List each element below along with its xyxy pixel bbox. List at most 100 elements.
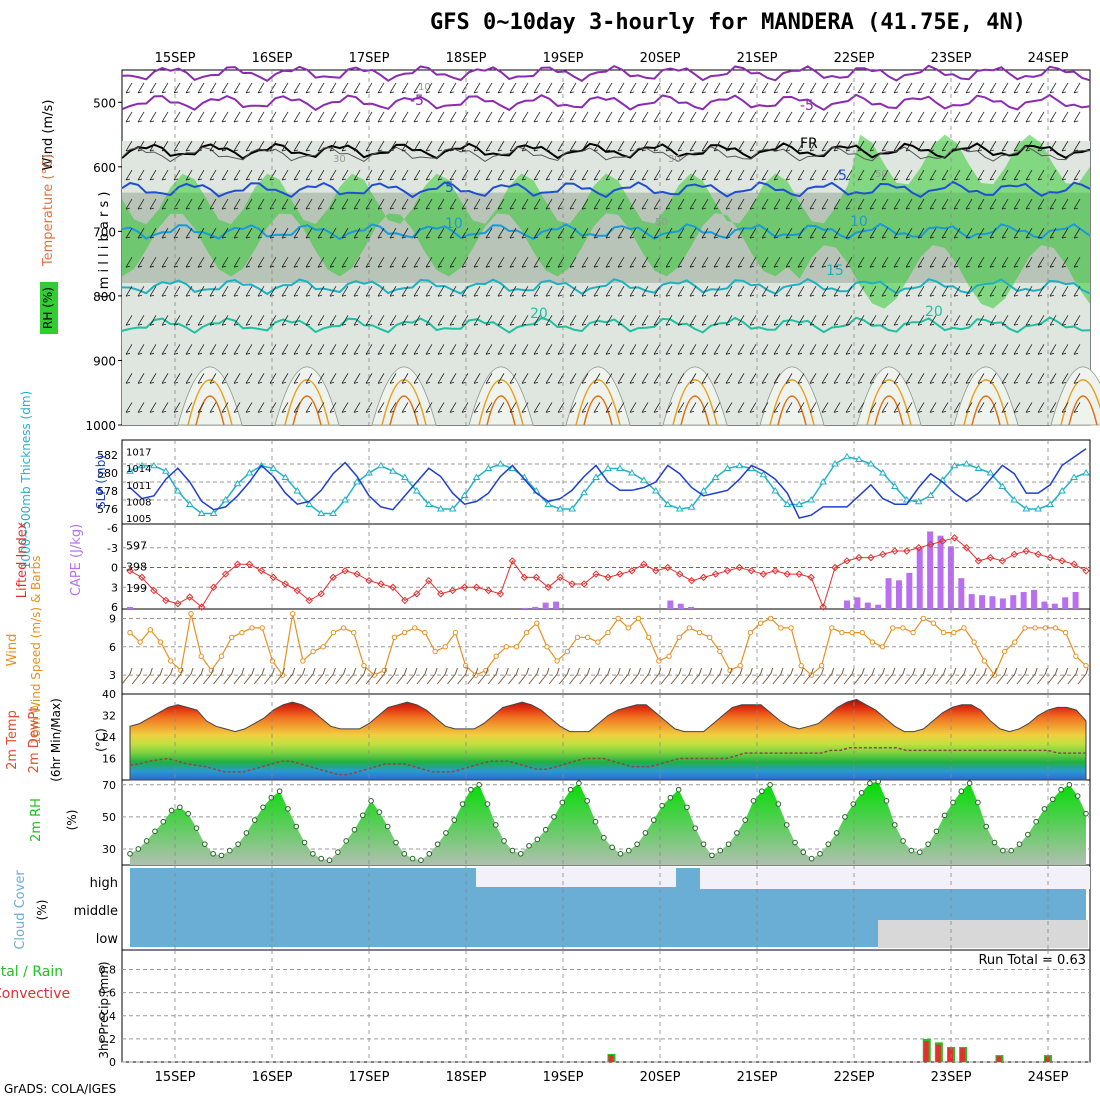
wind-barb (869, 256, 877, 268)
wind10m-marker (249, 625, 255, 631)
wind-barb (737, 256, 745, 268)
wind-barb (401, 140, 409, 152)
wind-barb (617, 286, 625, 297)
wind-barb (569, 198, 577, 210)
rh-marker (933, 828, 940, 835)
wind-barb (293, 82, 301, 94)
wind-barb (713, 315, 721, 326)
wind-barb (821, 82, 829, 94)
cape-bar (1031, 589, 1038, 609)
contour-label: 5 (838, 168, 847, 184)
wind10m-barb (935, 667, 947, 685)
wind-barb (305, 169, 313, 181)
wind-barb (341, 169, 349, 181)
wind10m-marker (910, 629, 916, 636)
wind-barb (317, 111, 325, 123)
wind-barb (1037, 227, 1045, 239)
wind-barb (1001, 373, 1009, 384)
cape-bar (1020, 592, 1027, 609)
cape-bar (864, 602, 871, 609)
wind-barb (617, 373, 625, 384)
wind-barb (185, 344, 193, 355)
precip-convective-bar (996, 1056, 1002, 1062)
temp-contour-20 (121, 316, 1091, 334)
wind10m-marker (259, 625, 265, 631)
wind-barb (425, 198, 433, 210)
wind-barb (185, 286, 193, 297)
wind-barb (701, 373, 709, 384)
wind10m-barb (772, 667, 784, 685)
pressure-tick-label: 600 (93, 161, 116, 175)
wind-barb (245, 373, 253, 384)
wind10m-barb (904, 667, 916, 685)
wind-barb (893, 82, 901, 94)
wind-barb (497, 402, 505, 413)
wind-barb (893, 286, 901, 297)
wind-barb (1061, 227, 1069, 239)
wind-barb (245, 315, 253, 326)
wind-barb (965, 227, 973, 239)
wind-barb (1061, 169, 1069, 181)
wind-barb (689, 373, 697, 384)
wind-barb (413, 344, 421, 355)
wind-barb (653, 169, 661, 181)
rh-marker (659, 802, 665, 809)
wind-barb (401, 344, 409, 355)
rh-marker (609, 844, 615, 851)
wind-barb (125, 256, 133, 268)
wind-barb (809, 256, 817, 268)
cape-bar (937, 535, 944, 609)
wind-barb (413, 256, 421, 268)
panel-frame (121, 523, 1091, 610)
wind-barb (857, 140, 865, 152)
wind-barb (449, 227, 457, 239)
contour-label: 20 (530, 306, 548, 322)
wind10m-marker (707, 634, 713, 641)
wind-barb (377, 402, 385, 413)
wind-barb (845, 227, 853, 239)
contour-label: 20 (925, 304, 943, 320)
wind-barb (689, 344, 697, 355)
wind-barb (149, 111, 157, 123)
lifted-index-marker (950, 534, 959, 542)
lifted-index-marker (401, 596, 409, 605)
li-tick-label: -3 (107, 542, 118, 555)
wind-barb (233, 286, 241, 297)
wind-barb (329, 227, 337, 239)
rh-marker (293, 823, 300, 830)
wind-barb (989, 344, 997, 355)
thickness-line-marker (580, 488, 588, 496)
pressure-tick-label: 900 (93, 354, 116, 368)
wind10m-marker (330, 629, 337, 636)
wind-barb (869, 344, 877, 355)
wind10m-barb (518, 667, 530, 685)
wind-barb (377, 227, 385, 239)
rh-marker (318, 855, 325, 862)
wind-barb (821, 140, 829, 152)
wind-barb (1049, 82, 1057, 94)
wind-barb (1001, 402, 1009, 413)
temp-contour-30 (583, 395, 613, 426)
wind-barb (305, 315, 313, 326)
wind-barb (545, 198, 553, 210)
wind-barb (125, 402, 133, 413)
wind-barb (941, 198, 949, 210)
wind-barb (905, 198, 913, 210)
wind-barb (785, 82, 793, 94)
wind-barb (317, 344, 325, 355)
precip-tick-label: 0.4 (99, 1010, 117, 1023)
wind-barb (305, 402, 313, 413)
wind10m-marker (757, 620, 764, 626)
lifted-index-marker (377, 580, 385, 588)
cape-bar (1041, 601, 1048, 609)
wind-barb (233, 315, 241, 326)
thickness-line-marker (998, 482, 1007, 489)
wind-barb (701, 82, 709, 94)
thickness-line-marker (639, 476, 648, 483)
wind-barb (629, 373, 637, 384)
wind10m-barb (884, 667, 896, 685)
wind-barb (197, 169, 205, 181)
wind10m-barb (192, 667, 204, 685)
wind10m-barb (833, 667, 845, 685)
wind10m-barb (955, 667, 967, 685)
